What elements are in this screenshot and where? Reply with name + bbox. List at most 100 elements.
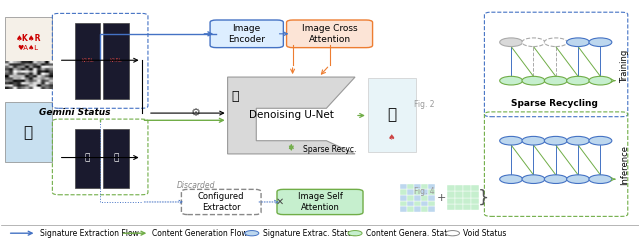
Circle shape: [522, 38, 545, 47]
Text: Discarded: Discarded: [177, 181, 215, 190]
Circle shape: [544, 76, 567, 85]
Circle shape: [500, 175, 523, 183]
Bar: [456, 204, 463, 210]
Text: 🔥: 🔥: [232, 90, 239, 103]
Bar: [406, 206, 413, 212]
Bar: [463, 191, 471, 198]
FancyBboxPatch shape: [277, 189, 363, 215]
Circle shape: [544, 38, 567, 47]
Bar: [447, 191, 456, 198]
Text: Fig. 2: Fig. 2: [414, 100, 435, 109]
Bar: [406, 200, 413, 206]
Circle shape: [566, 38, 589, 47]
FancyBboxPatch shape: [210, 20, 284, 48]
Circle shape: [566, 76, 589, 85]
Bar: [420, 206, 428, 212]
Bar: [413, 206, 420, 212]
Text: Sparse Recycling: Sparse Recycling: [511, 99, 598, 108]
Text: Signature Extrac. Status: Signature Extrac. Status: [262, 229, 356, 238]
Bar: [471, 198, 479, 204]
Circle shape: [445, 231, 460, 236]
Bar: [456, 185, 463, 191]
Bar: [428, 206, 435, 212]
Text: 👤: 👤: [24, 125, 33, 140]
Text: Fig. 4: Fig. 4: [414, 187, 435, 196]
Polygon shape: [228, 77, 355, 154]
Text: KARL: KARL: [110, 58, 122, 63]
Text: Sparse Recyc.: Sparse Recyc.: [303, 145, 356, 154]
Bar: [447, 204, 456, 210]
Bar: [428, 184, 435, 190]
Bar: [420, 195, 428, 200]
Bar: [399, 184, 406, 190]
Text: Signature Extraction Flow: Signature Extraction Flow: [40, 229, 138, 238]
Text: Content Genera. Status: Content Genera. Status: [366, 229, 456, 238]
Bar: [413, 190, 420, 195]
Bar: [413, 184, 420, 190]
Bar: [420, 190, 428, 195]
Bar: [463, 204, 471, 210]
Bar: [413, 200, 420, 206]
Bar: [471, 185, 479, 191]
Circle shape: [566, 175, 589, 183]
Text: Image Cross
Attention: Image Cross Attention: [301, 24, 357, 43]
Text: ♠: ♠: [388, 133, 395, 142]
Text: Denoising U-Net: Denoising U-Net: [249, 111, 334, 121]
Text: Void Status: Void Status: [463, 229, 507, 238]
Circle shape: [589, 38, 612, 47]
Bar: [399, 195, 406, 200]
Circle shape: [566, 136, 589, 145]
FancyBboxPatch shape: [75, 23, 100, 99]
FancyBboxPatch shape: [4, 17, 52, 61]
Text: KARL: KARL: [81, 58, 93, 63]
Text: ✕: ✕: [276, 196, 284, 206]
Circle shape: [522, 136, 545, 145]
FancyBboxPatch shape: [103, 129, 129, 188]
Bar: [456, 191, 463, 198]
Circle shape: [522, 76, 545, 85]
FancyBboxPatch shape: [75, 129, 100, 188]
Text: Image
Encoder: Image Encoder: [228, 24, 265, 43]
Circle shape: [589, 136, 612, 145]
Text: Training: Training: [620, 50, 629, 83]
Bar: [413, 195, 420, 200]
Circle shape: [348, 231, 362, 236]
Bar: [406, 190, 413, 195]
Bar: [456, 198, 463, 204]
Bar: [420, 184, 428, 190]
FancyBboxPatch shape: [181, 189, 261, 215]
Bar: [399, 206, 406, 212]
Bar: [420, 200, 428, 206]
Circle shape: [245, 231, 259, 236]
Circle shape: [544, 175, 567, 183]
Bar: [399, 200, 406, 206]
FancyBboxPatch shape: [103, 23, 129, 99]
Text: 👤: 👤: [387, 107, 396, 122]
Bar: [428, 195, 435, 200]
Text: 👤: 👤: [113, 153, 119, 162]
Text: Gemini Status: Gemini Status: [39, 108, 111, 117]
Text: }: }: [477, 189, 489, 207]
Text: Inference: Inference: [620, 145, 629, 185]
Bar: [428, 190, 435, 195]
Bar: [471, 191, 479, 198]
FancyBboxPatch shape: [368, 78, 415, 152]
Circle shape: [500, 76, 523, 85]
Bar: [406, 195, 413, 200]
Circle shape: [500, 38, 523, 47]
Text: ⚙: ⚙: [191, 108, 201, 118]
FancyBboxPatch shape: [287, 20, 372, 48]
Text: 👤: 👤: [84, 153, 90, 162]
Bar: [471, 204, 479, 210]
Text: Content Generation Flow: Content Generation Flow: [152, 229, 248, 238]
Text: Configured
Extractor: Configured Extractor: [198, 192, 244, 212]
Circle shape: [544, 136, 567, 145]
FancyBboxPatch shape: [4, 102, 52, 162]
Circle shape: [589, 76, 612, 85]
Bar: [447, 198, 456, 204]
Bar: [447, 185, 456, 191]
Text: ♠K♠R: ♠K♠R: [15, 34, 41, 43]
Bar: [399, 190, 406, 195]
Text: +: +: [437, 193, 446, 203]
Circle shape: [500, 136, 523, 145]
